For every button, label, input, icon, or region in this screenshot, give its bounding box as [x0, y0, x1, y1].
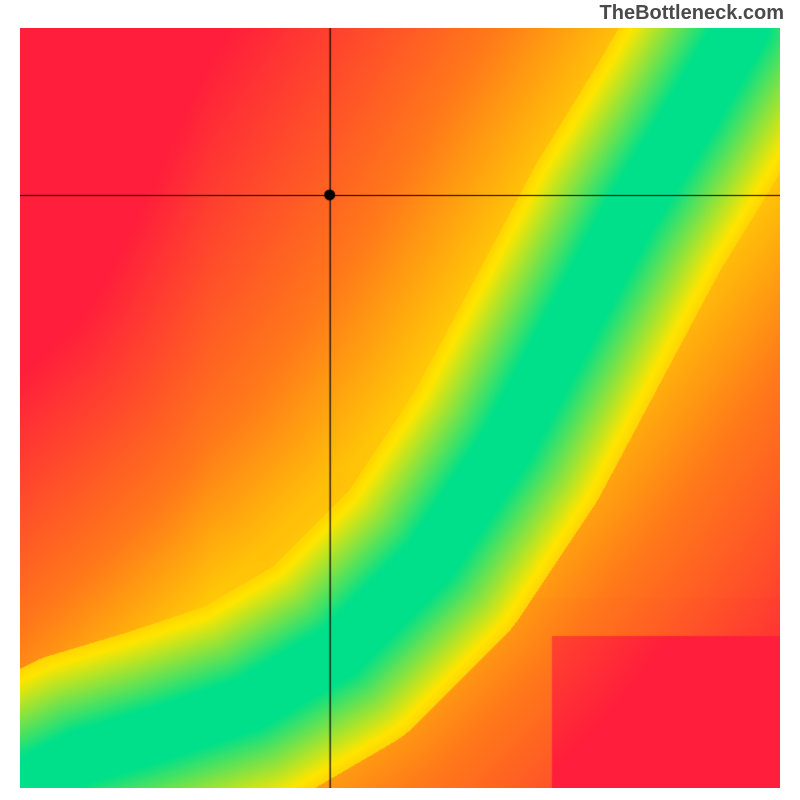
- chart-container: TheBottleneck.com: [0, 0, 800, 800]
- attribution-text: TheBottleneck.com: [600, 2, 784, 25]
- bottleneck-heatmap: [20, 28, 780, 788]
